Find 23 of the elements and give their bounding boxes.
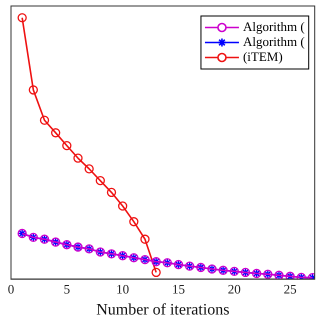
point — [152, 268, 161, 278]
point — [62, 140, 72, 150]
legend-label: Algorithm ( — [242, 34, 305, 49]
x-tick-label: 5 — [64, 281, 70, 296]
point — [28, 85, 38, 95]
point — [73, 154, 83, 163]
x-tick-label: 15 — [172, 281, 185, 296]
point — [96, 176, 105, 186]
x-axis-title: Number of iterations — [96, 302, 230, 319]
point — [140, 234, 150, 244]
x-tick-label: 0 — [8, 281, 14, 296]
point — [40, 116, 50, 125]
point — [129, 217, 138, 226]
legend-label: (iTEM) — [242, 48, 283, 64]
point — [84, 164, 94, 174]
x-tick-label: 20 — [228, 281, 241, 296]
point — [106, 188, 116, 198]
x-tick-label: 10 — [116, 281, 130, 296]
legend-label: Algorithm ( — [242, 18, 305, 34]
point — [51, 128, 60, 138]
point — [18, 13, 27, 22]
point — [118, 201, 128, 211]
x-tick-label: 25 — [284, 281, 297, 296]
